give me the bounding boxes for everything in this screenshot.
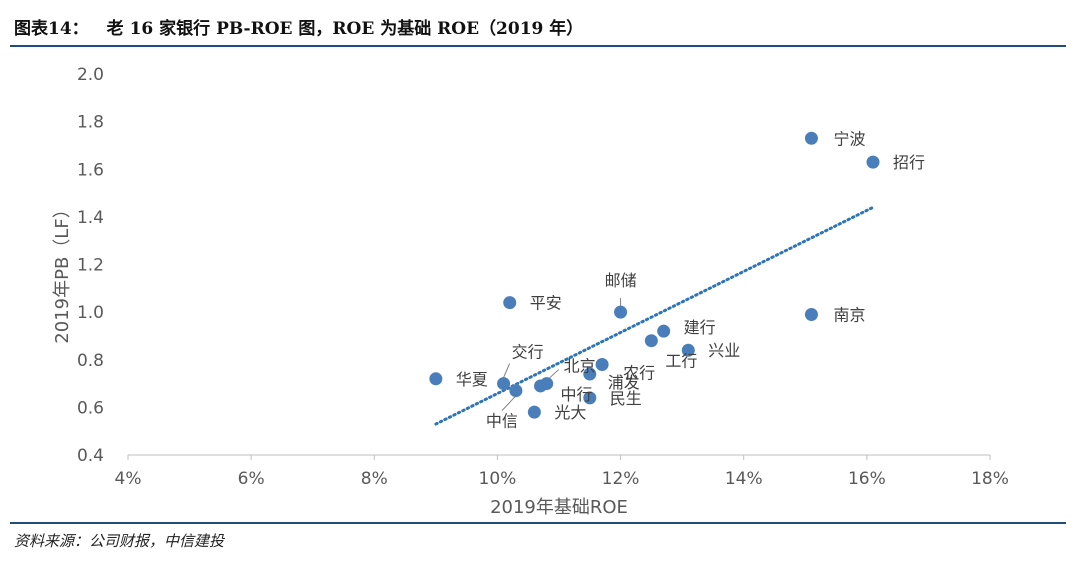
- data-point: [804, 131, 818, 145]
- y-axis-title: 2019年PB（LF）: [52, 200, 73, 343]
- point-label: 邮储: [605, 271, 637, 290]
- figure-title-text: 老 16 家银行 PB-ROE 图，ROE 为基础 ROE（2019 年）: [106, 19, 584, 39]
- point-label: 交行: [512, 343, 544, 362]
- y-tick-label: 1.2: [77, 256, 104, 276]
- point-label: 平安: [530, 294, 562, 313]
- data-point: [804, 308, 818, 322]
- y-tick-label: 2.0: [77, 65, 104, 85]
- y-tick-label: 0.4: [77, 446, 104, 466]
- tick-labels: 4% 6% 8% 10% 12% 14% 16% 18% 0.4 0.6 0.8 1.0 1.2 1.4 1…: [77, 65, 1009, 489]
- data-point: [497, 377, 511, 391]
- data-point: [644, 334, 658, 348]
- data-point: [509, 384, 523, 398]
- data-point: [595, 358, 609, 372]
- x-tick-label: 12%: [602, 469, 640, 489]
- y-tick-label: 1.0: [77, 303, 104, 323]
- point-label: 南京: [833, 306, 865, 325]
- x-tick-label: 4%: [115, 469, 142, 489]
- data-point: [681, 343, 695, 357]
- y-tick-label: 0.8: [77, 351, 104, 371]
- title-rule: [10, 45, 1066, 47]
- x-tick-label: 8%: [361, 469, 388, 489]
- y-tick-label: 0.6: [77, 398, 104, 418]
- data-point: [614, 305, 628, 319]
- scatter-chart: 4% 6% 8% 10% 12% 14% 16% 18% 0.4 0.6 0.8 1.0 1.2 1.4 1…: [52, 65, 1009, 518]
- chart-axes: [127, 454, 991, 460]
- x-tick-label: 6%: [238, 469, 265, 489]
- point-label: 招行: [893, 153, 925, 172]
- point-label: 工行: [665, 352, 697, 371]
- x-axis-title: 2019年基础ROE: [490, 497, 628, 518]
- x-tick-label: 14%: [725, 469, 763, 489]
- figure-title: 图表14： 老 16 家银行 PB-ROE 图，ROE 为基础 ROE（2019 …: [14, 12, 583, 46]
- data-point: [657, 324, 671, 338]
- point-label: 华夏: [456, 370, 488, 389]
- leader-line: [503, 363, 511, 378]
- point-label: 光大: [554, 403, 586, 422]
- x-tick-label: 18%: [971, 469, 1009, 489]
- leader-line: [501, 395, 517, 412]
- data-points: [429, 131, 880, 419]
- data-point: [503, 296, 517, 310]
- point-label: 北京: [564, 357, 596, 376]
- data-point: [583, 367, 597, 381]
- point-label: 建行: [684, 318, 716, 337]
- point-label: 浦发: [608, 373, 640, 392]
- data-point: [534, 379, 548, 393]
- point-label: 兴业: [708, 341, 740, 360]
- trendline: [434, 205, 875, 426]
- point-label: 农行: [623, 364, 655, 383]
- source-note: 资料来源：公司财报，中信建投: [14, 532, 225, 550]
- footer-rule: [10, 522, 1066, 524]
- x-tick-label: 16%: [848, 469, 886, 489]
- point-label: 民生: [610, 389, 642, 408]
- data-point: [866, 155, 880, 169]
- figure-number: 图表14：: [14, 19, 89, 39]
- point-label: 中信: [486, 412, 518, 431]
- x-tick-label: 10%: [479, 469, 517, 489]
- y-tick-label: 1.8: [77, 113, 104, 133]
- data-point: [527, 405, 541, 419]
- y-tick-label: 1.6: [77, 160, 104, 180]
- data-point: [583, 391, 597, 405]
- point-label: 宁波: [833, 129, 865, 148]
- point-label: 中行: [561, 385, 593, 404]
- trendline-group: [434, 205, 875, 426]
- y-tick-label: 1.4: [77, 208, 104, 228]
- data-point: [429, 372, 443, 386]
